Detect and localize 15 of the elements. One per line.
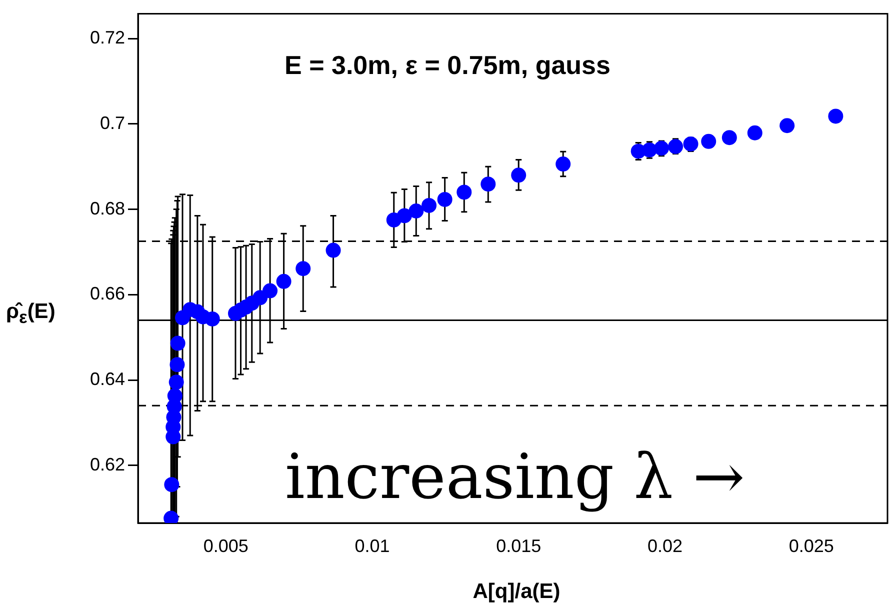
y-tick-label: 0.7 (100, 112, 125, 133)
x-tick-label: 0.005 (203, 536, 248, 556)
y-tick-label: 0.72 (90, 28, 125, 48)
y-tick-label: 0.68 (90, 198, 125, 218)
x-tick-label: 0.02 (647, 536, 683, 556)
x-tick-label: 0.01 (354, 536, 390, 556)
annotation: increasing λ → (285, 440, 745, 513)
text: E = 3.0m, ε = 0.75m, gauss (284, 50, 612, 81)
y-axis-title: ρ̂$_{ε}$(E) (6, 300, 56, 328)
x-axis-title: A[q]/a(E) (472, 580, 562, 604)
x-tick-label: 0.025 (788, 536, 834, 556)
y-tick-label: 0.66 (90, 284, 125, 304)
y-tick-label: 0.64 (90, 368, 125, 389)
y-tick-label: 0.62 (90, 454, 125, 474)
x-tick-label: 0.015 (496, 536, 542, 556)
